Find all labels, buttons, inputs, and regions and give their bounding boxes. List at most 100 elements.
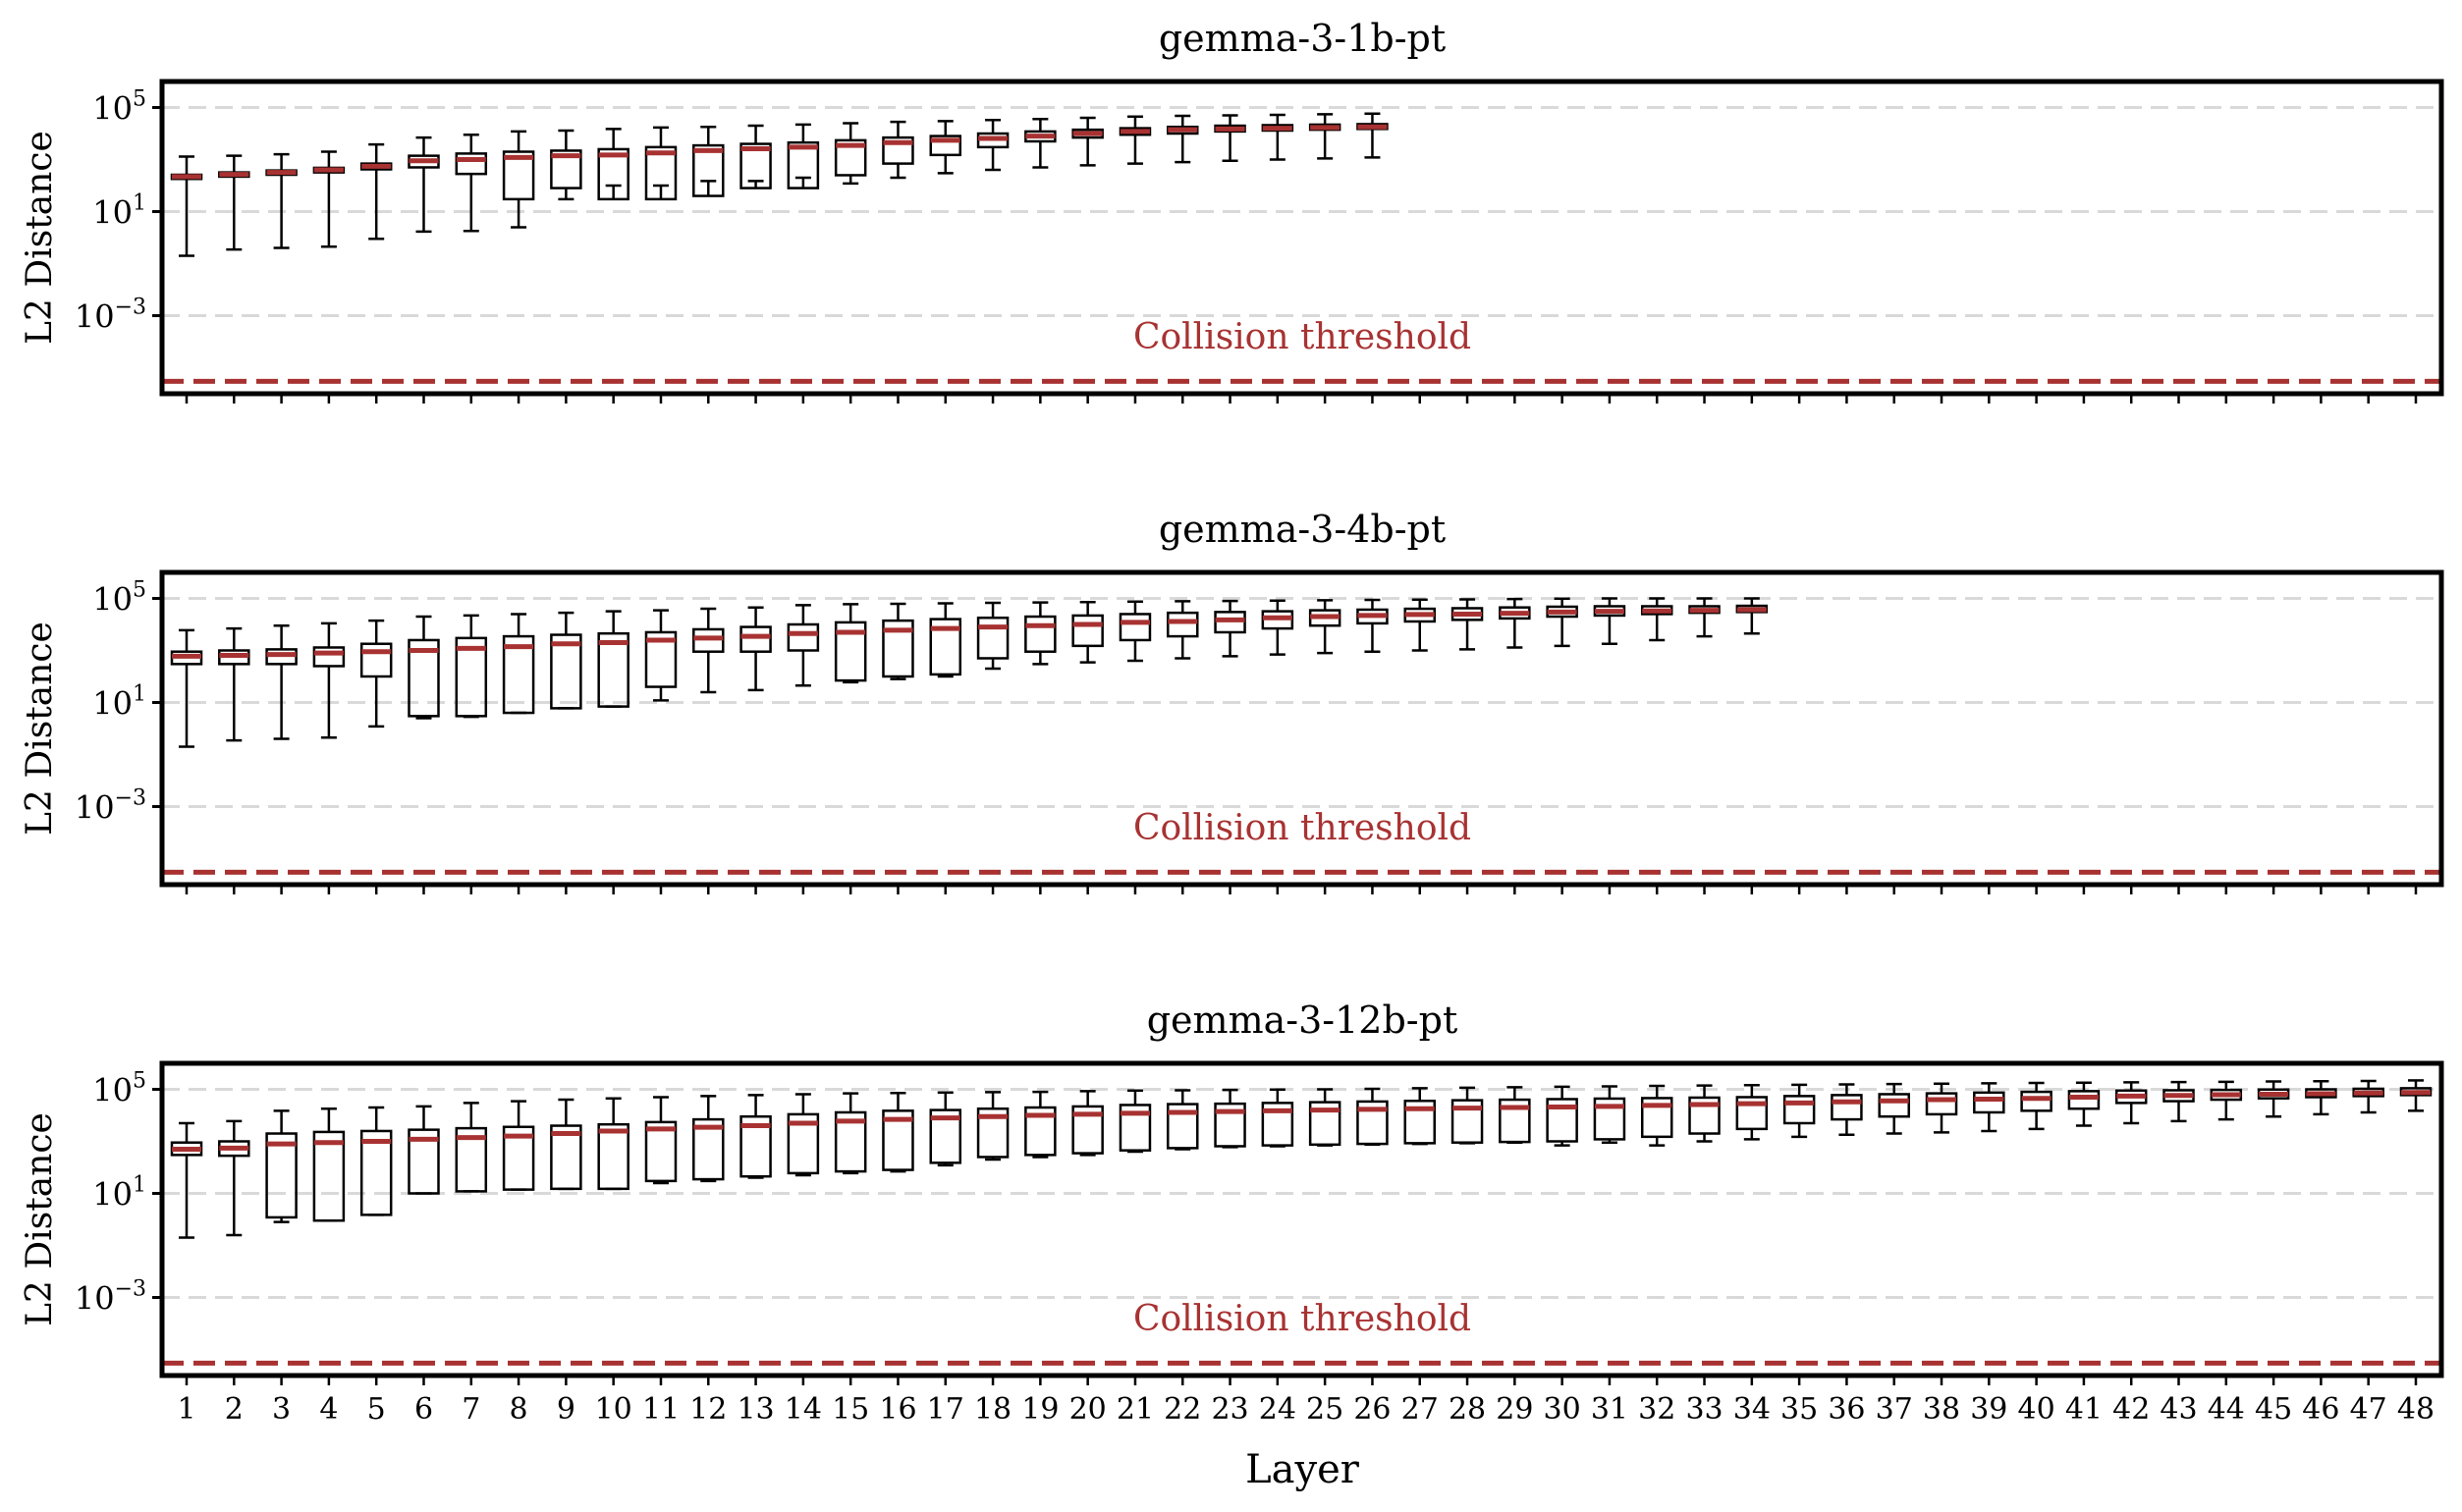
- box-layer-17: [929, 1091, 962, 1167]
- box-layer-24: [1261, 113, 1294, 161]
- x-tick-label: 35: [1780, 1392, 1818, 1427]
- box-layer-1: [170, 628, 203, 748]
- iqr-box: [834, 138, 867, 177]
- x-tick-label: 5: [367, 1392, 386, 1427]
- box-layer-22: [1167, 600, 1199, 660]
- box-layer-9: [550, 129, 582, 201]
- iqr-box: [1167, 1103, 1199, 1150]
- panel-gemma-3-1b-pt: gemma-3-1b-pt L2 Distance Collision thre…: [20, 17, 2444, 404]
- box-layer-31: [1593, 597, 1626, 645]
- x-tick-label: 47: [2350, 1392, 2387, 1427]
- x-tick-label: 12: [689, 1392, 727, 1427]
- box-layer-8: [502, 613, 535, 715]
- box-layer-26: [1356, 1087, 1389, 1147]
- x-tick-label: 9: [557, 1392, 575, 1427]
- iqr-box: [1071, 614, 1104, 648]
- iqr-box: [644, 145, 678, 201]
- box-layer-21: [1119, 600, 1152, 663]
- x-axis-label: Layer: [1245, 1447, 1360, 1492]
- x-tick-label: 27: [1401, 1392, 1439, 1427]
- box-layer-48: [2399, 1079, 2433, 1112]
- box-layer-44: [2210, 1080, 2243, 1121]
- box-layer-37: [1878, 1082, 1910, 1135]
- iqr-box: [312, 1130, 346, 1222]
- box-layer-33: [1688, 597, 1721, 638]
- box-layer-12: [692, 607, 725, 694]
- y-ticks: 105 101 10−3: [75, 1069, 162, 1318]
- y-tick-label: 105: [92, 578, 146, 619]
- box-layer-42: [2114, 1081, 2148, 1125]
- x-tick-label: 31: [1591, 1392, 1628, 1427]
- iqr-box: [502, 150, 535, 201]
- box-layer-35: [1782, 1083, 1816, 1139]
- iqr-box: [739, 625, 772, 653]
- iqr-box: [976, 616, 1010, 660]
- plot-frame: [159, 1060, 2444, 1378]
- box-layer-21: [1119, 115, 1152, 165]
- box-layer-1: [170, 1121, 203, 1239]
- panel-title: gemma-3-12b-pt: [1147, 999, 1458, 1042]
- box-layer-29: [1499, 1086, 1531, 1144]
- x-tick-label: 13: [737, 1392, 774, 1427]
- iqr-box: [1782, 1095, 1816, 1125]
- box-layer-3: [265, 1109, 298, 1223]
- panel-title: gemma-3-1b-pt: [1159, 17, 1446, 60]
- x-tick-label: 29: [1496, 1392, 1533, 1427]
- box-layer-4: [312, 1107, 346, 1222]
- iqr-box: [644, 630, 678, 688]
- iqr-box: [359, 642, 393, 678]
- y-tick-label: 10−3: [75, 296, 146, 336]
- box-layer-25: [1308, 113, 1341, 160]
- box-layer-25: [1308, 1088, 1341, 1147]
- box-layer-10: [597, 610, 629, 708]
- x-tick-label: 19: [1021, 1392, 1059, 1427]
- y-tick-label: 10−3: [75, 786, 146, 827]
- collision-threshold-label: Collision threshold: [1133, 808, 1471, 848]
- y-axis-label: L2 Distance: [20, 1112, 60, 1326]
- x-tick-label: 11: [642, 1392, 680, 1427]
- x-tick-label: 20: [1069, 1392, 1107, 1427]
- iqr-box: [834, 621, 867, 682]
- iqr-box: [265, 1132, 298, 1219]
- x-tick-label: 28: [1449, 1392, 1486, 1427]
- box-layer-23: [1214, 1088, 1246, 1149]
- box-layer-5: [359, 619, 393, 729]
- iqr-box: [1167, 611, 1199, 638]
- box-layer-12: [692, 1095, 725, 1183]
- box-layer-14: [787, 1093, 820, 1177]
- box-layer-32: [1640, 1084, 1673, 1147]
- iqr-box: [1214, 1102, 1246, 1148]
- box-layer-34: [1735, 597, 1769, 635]
- y-tick-label: 101: [92, 1173, 146, 1214]
- x-ticks: 1 2 3 4 5 6 7 8 9 10 11 12 13 14 15 16 17 18 19 20 21 22 23 24 2…: [177, 1376, 2435, 1427]
- box-layer-2: [218, 1119, 250, 1237]
- iqr-box: [1973, 1091, 2005, 1114]
- x-tick-label: 40: [2018, 1392, 2055, 1427]
- x-tick-label: 6: [414, 1392, 433, 1427]
- box-layer-43: [2162, 1080, 2195, 1123]
- box-layer-11: [644, 126, 678, 201]
- x-tick-label: 30: [1544, 1392, 1581, 1427]
- x-tick-label: 24: [1259, 1392, 1296, 1427]
- box-layer-36: [1831, 1083, 1863, 1136]
- y-tick-label: 105: [92, 1069, 146, 1109]
- x-tick-label: 1: [177, 1392, 195, 1427]
- iqr-box: [2020, 1090, 2052, 1112]
- box-layer-34: [1735, 1083, 1769, 1141]
- box-layer-13: [739, 1094, 772, 1179]
- y-axis-label: L2 Distance: [20, 621, 60, 836]
- box-layer-1: [170, 155, 203, 257]
- box-layer-13: [739, 124, 772, 189]
- iqr-box: [1356, 1100, 1389, 1146]
- box-layer-6: [408, 135, 440, 234]
- iqr-box: [1308, 1101, 1341, 1147]
- box-layer-6: [408, 1105, 440, 1195]
- iqr-box: [1735, 1096, 1769, 1131]
- box-layer-7: [455, 1102, 488, 1193]
- box-layer-3: [265, 623, 298, 740]
- x-tick-label: 21: [1117, 1392, 1154, 1427]
- iqr-box: [1593, 1097, 1626, 1141]
- box-layer-9: [550, 611, 582, 710]
- x-tick-label: 17: [927, 1392, 964, 1427]
